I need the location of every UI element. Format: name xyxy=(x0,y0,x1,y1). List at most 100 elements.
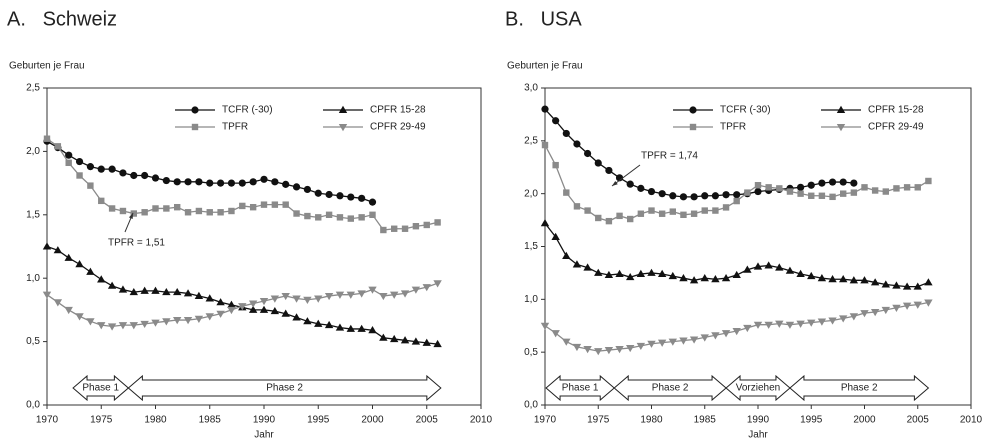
data-point xyxy=(828,178,837,186)
data-point xyxy=(881,306,890,315)
data-point xyxy=(563,189,570,196)
data-point xyxy=(98,197,105,205)
legend-label: TCFR (-30) xyxy=(222,105,273,116)
data-point xyxy=(595,214,602,222)
data-point xyxy=(282,201,289,208)
data-point xyxy=(689,276,699,284)
data-point xyxy=(818,179,826,187)
data-point xyxy=(357,324,366,332)
data-point xyxy=(368,286,377,294)
data-point xyxy=(658,190,666,198)
x-tick-label: 1990 xyxy=(253,415,276,426)
data-point xyxy=(358,194,366,202)
legend-marker xyxy=(338,124,348,132)
data-point xyxy=(627,215,634,223)
phase-arrow xyxy=(127,374,442,402)
data-point xyxy=(64,253,73,261)
data-point xyxy=(346,324,355,332)
data-point xyxy=(594,159,602,167)
data-point xyxy=(562,129,570,138)
data-point xyxy=(785,321,795,329)
data-point xyxy=(540,322,550,330)
data-point xyxy=(303,296,312,304)
data-point xyxy=(924,278,933,286)
data-point xyxy=(119,169,127,177)
x-tick-label: 1970 xyxy=(534,415,557,426)
data-point xyxy=(573,140,581,148)
data-point xyxy=(892,304,901,312)
x-tick-label: 2010 xyxy=(470,415,493,426)
data-point xyxy=(817,318,827,326)
data-point xyxy=(43,135,51,142)
data-point xyxy=(368,198,377,206)
data-point xyxy=(647,187,656,196)
data-point xyxy=(216,298,225,306)
data-point xyxy=(87,182,94,189)
data-point xyxy=(228,207,235,215)
data-point xyxy=(184,178,192,186)
data-point xyxy=(785,266,795,274)
data-point xyxy=(732,328,741,336)
data-point xyxy=(605,217,613,225)
data-point xyxy=(797,190,804,197)
legend-label: TPFR xyxy=(222,122,248,133)
data-point xyxy=(97,275,106,283)
data-point xyxy=(604,270,614,279)
data-point xyxy=(336,192,344,200)
data-point xyxy=(764,321,773,329)
x-tick-label: 2005 xyxy=(907,415,930,426)
data-point xyxy=(369,211,376,218)
x-tick-label: 1975 xyxy=(90,415,113,426)
phase-arrow xyxy=(789,374,930,402)
data-point xyxy=(861,184,868,191)
series-line xyxy=(46,245,438,345)
data-point xyxy=(668,338,677,346)
data-point xyxy=(775,263,784,271)
data-point xyxy=(174,203,181,211)
data-point xyxy=(304,212,311,220)
x-tick-label: 1990 xyxy=(747,415,770,426)
data-point xyxy=(722,191,730,199)
data-point xyxy=(860,276,869,284)
data-point xyxy=(107,323,117,331)
data-point xyxy=(775,320,784,328)
data-point xyxy=(669,192,677,200)
data-point xyxy=(796,320,805,328)
y-axis-label: Geburten je Frau xyxy=(507,61,583,72)
data-point xyxy=(700,334,709,342)
data-point xyxy=(151,319,160,327)
data-point xyxy=(605,166,613,175)
data-point xyxy=(358,214,365,221)
data-point xyxy=(913,282,922,290)
data-point xyxy=(583,345,592,354)
data-point xyxy=(637,184,645,192)
data-point xyxy=(817,274,827,282)
data-point xyxy=(162,318,171,326)
data-point xyxy=(260,175,268,183)
legend-marker xyxy=(689,106,697,114)
data-point xyxy=(162,176,170,185)
annotation-arrowhead xyxy=(612,180,618,186)
data-point xyxy=(572,343,582,352)
y-tick-label: 1,5 xyxy=(26,209,40,220)
data-point xyxy=(850,179,858,187)
phase-label: Phase 2 xyxy=(841,383,878,394)
data-point xyxy=(808,192,815,199)
data-point xyxy=(184,209,192,216)
data-point xyxy=(205,313,214,321)
data-point xyxy=(604,347,614,355)
data-point xyxy=(647,340,656,348)
data-point xyxy=(108,165,116,173)
data-point xyxy=(722,204,730,211)
data-point xyxy=(118,322,128,330)
data-point xyxy=(658,210,666,217)
data-point xyxy=(679,193,688,201)
data-point xyxy=(551,330,560,338)
data-point xyxy=(260,201,268,208)
data-point xyxy=(248,305,258,313)
data-point xyxy=(732,270,741,279)
series-line xyxy=(544,108,854,198)
data-point xyxy=(314,319,323,327)
data-point xyxy=(324,292,334,301)
data-point xyxy=(129,287,138,296)
